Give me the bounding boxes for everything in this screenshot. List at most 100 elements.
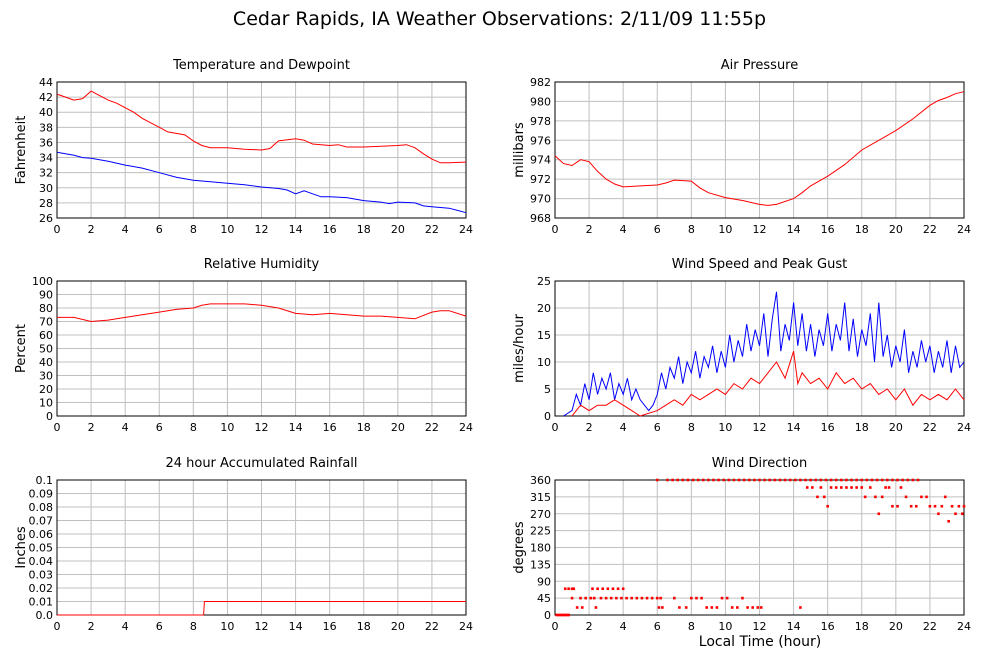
- y-tick-label: 0.08: [29, 501, 54, 514]
- data-point: [580, 606, 584, 609]
- data-point: [676, 478, 679, 482]
- x-tick-label: 8: [688, 421, 695, 434]
- y-tick-label: 90: [39, 289, 53, 302]
- y-tick-label: 20: [39, 383, 53, 396]
- data-point: [678, 606, 681, 609]
- data-point: [911, 478, 915, 482]
- data-point: [710, 606, 714, 609]
- x-tick-label: 24: [957, 421, 971, 434]
- data-point: [657, 606, 661, 609]
- data-point: [768, 478, 772, 482]
- x-tick-label: 10: [220, 620, 234, 633]
- data-point: [778, 478, 782, 482]
- data-point: [937, 512, 940, 516]
- data-point: [606, 587, 610, 591]
- data-point: [727, 478, 731, 482]
- data-point: [855, 486, 858, 489]
- x-tick-label: 14: [787, 421, 801, 434]
- x-tick-label: 24: [459, 620, 473, 633]
- x-tick-label: 0: [54, 620, 61, 633]
- data-point: [686, 478, 690, 482]
- data-point: [870, 478, 874, 482]
- data-point: [886, 478, 889, 482]
- x-tick-label: 2: [586, 620, 593, 633]
- data-point: [824, 478, 828, 482]
- data-point: [799, 606, 802, 609]
- y-tick-label: 100: [32, 275, 53, 288]
- data-point: [904, 495, 908, 499]
- data-point: [962, 504, 966, 508]
- chart-title: Wind Direction: [712, 456, 808, 471]
- data-point: [845, 486, 848, 489]
- x-tick-label: 24: [459, 223, 473, 236]
- x-tick-label: 6: [654, 421, 661, 434]
- data-point: [891, 478, 894, 482]
- data-point: [635, 596, 639, 600]
- data-point: [715, 606, 719, 609]
- data-point: [860, 486, 864, 489]
- data-point: [736, 606, 739, 609]
- data-point: [650, 596, 654, 600]
- x-tick-label: 20: [889, 620, 903, 633]
- x-tick-label: 24: [957, 620, 971, 633]
- data-point: [957, 504, 961, 508]
- data-point: [611, 587, 615, 591]
- data-point: [933, 504, 937, 508]
- x-tick-label: 14: [787, 620, 801, 633]
- y-tick-label: 270: [530, 508, 551, 521]
- data-point: [747, 478, 751, 482]
- x-tick-label: 8: [190, 620, 197, 633]
- y-tick-label: 10: [39, 397, 53, 410]
- data-point: [725, 596, 729, 600]
- x-tick-label: 14: [787, 223, 801, 236]
- data-point: [850, 486, 853, 489]
- data-point: [717, 478, 720, 482]
- y-tick-label: 968: [530, 212, 551, 225]
- x-tick-label: 16: [821, 421, 835, 434]
- data-point: [811, 486, 814, 489]
- data-point: [558, 613, 562, 617]
- data-point: [630, 596, 633, 600]
- data-point: [788, 478, 792, 482]
- data-point: [758, 478, 761, 482]
- data-point: [850, 478, 853, 482]
- data-point: [954, 512, 957, 516]
- x-tick-label: 2: [88, 421, 95, 434]
- data-point: [773, 478, 777, 482]
- data-point: [645, 596, 649, 600]
- data-point: [799, 478, 802, 482]
- x-tick-label: 4: [122, 421, 129, 434]
- data-point: [834, 478, 838, 482]
- series-line-blue: [563, 291, 965, 417]
- x-tick-label: 20: [889, 223, 903, 236]
- x-tick-label: 4: [620, 620, 627, 633]
- data-point: [659, 596, 662, 600]
- y-tick-label: 30: [39, 182, 53, 195]
- x-tick-label: 4: [620, 421, 627, 434]
- data-point: [950, 504, 954, 508]
- data-point: [829, 486, 833, 489]
- y-axis-label: Percent: [14, 324, 29, 373]
- y-tick-label: 10: [537, 356, 551, 369]
- data-point: [572, 587, 576, 591]
- y-tick-label: 32: [39, 167, 53, 180]
- y-axis-label: degrees: [512, 521, 527, 574]
- y-tick-label: 36: [39, 136, 53, 149]
- series-line-red: [57, 303, 467, 323]
- x-tick-label: 0: [54, 223, 61, 236]
- y-tick-label: 980: [530, 95, 551, 108]
- y-tick-label: 45: [537, 592, 551, 605]
- plot-frame: [56, 81, 467, 219]
- x-tick-label: 16: [323, 620, 337, 633]
- y-tick-label: 0.05: [29, 542, 54, 555]
- x-tick-label: 4: [122, 620, 129, 633]
- x-tick-label: 22: [425, 421, 439, 434]
- x-tick-label: 12: [255, 620, 269, 633]
- x-tick-label: 16: [323, 421, 337, 434]
- data-point: [880, 478, 884, 482]
- data-point: [940, 504, 944, 508]
